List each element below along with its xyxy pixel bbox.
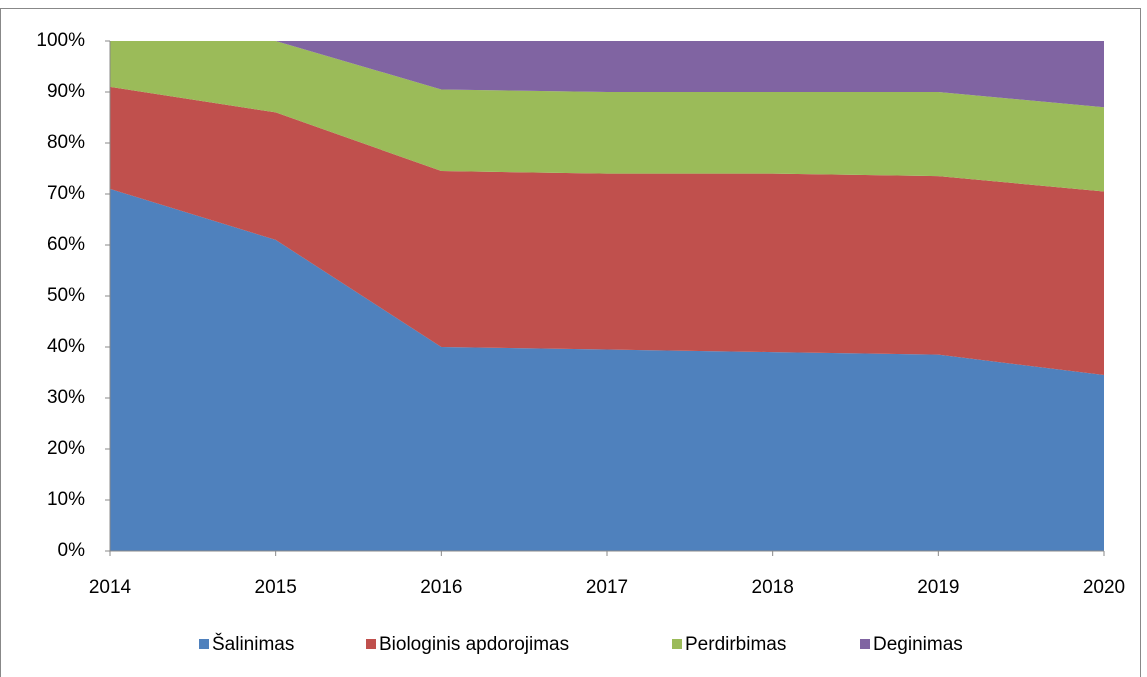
x-tick-label: 2019	[917, 577, 959, 598]
chart-frame	[0, 8, 1141, 677]
y-tick-label: 60%	[47, 234, 85, 255]
legend-label: Perdirbimas	[685, 634, 786, 655]
legend-swatch	[860, 639, 870, 649]
legend-swatch	[672, 639, 682, 649]
y-tick-label: 10%	[47, 489, 85, 510]
x-tick-label: 2014	[89, 577, 132, 598]
y-tick-label: 80%	[47, 132, 85, 153]
y-tick-label: 0%	[58, 540, 86, 561]
area	[110, 86, 1104, 376]
x-tick-label: 2016	[420, 577, 462, 598]
legend-label: Šalinimas	[212, 633, 294, 655]
area	[110, 41, 1104, 108]
legend-label: Deginimas	[873, 634, 963, 655]
y-tick-label: 50%	[47, 285, 85, 306]
y-tick-label: 100%	[36, 30, 85, 51]
area	[110, 188, 1104, 551]
y-tick-label: 70%	[47, 183, 85, 204]
y-tick-label: 40%	[47, 336, 85, 357]
area	[110, 41, 1104, 192]
legend-label: Biologinis apdorojimas	[379, 634, 569, 655]
x-tick-label: 2015	[255, 577, 297, 598]
y-tick-label: 90%	[47, 81, 85, 102]
y-tick-label: 20%	[47, 438, 85, 459]
x-tick-label: 2020	[1083, 577, 1125, 598]
y-tick-label: 30%	[47, 387, 85, 408]
legend-swatch	[366, 639, 376, 649]
x-tick-label: 2018	[752, 577, 794, 598]
legend-swatch	[199, 639, 209, 649]
x-tick-label: 2017	[586, 577, 628, 598]
